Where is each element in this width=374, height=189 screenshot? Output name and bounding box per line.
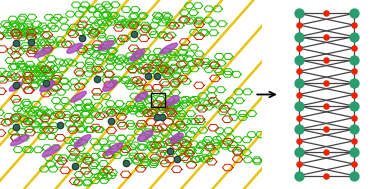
Point — [323, 128, 329, 131]
Point — [351, 139, 357, 142]
Point — [323, 105, 329, 108]
Point — [296, 58, 302, 61]
Ellipse shape — [138, 130, 153, 141]
Point — [296, 47, 302, 50]
Point — [296, 12, 302, 15]
Point — [296, 139, 302, 142]
Point — [351, 70, 357, 73]
Point — [296, 163, 302, 166]
Point — [296, 105, 302, 108]
Ellipse shape — [130, 49, 145, 61]
Point — [351, 116, 357, 119]
Bar — [150, 93, 165, 107]
Point — [323, 12, 329, 15]
Point — [351, 47, 357, 50]
Point — [351, 174, 357, 177]
Point — [351, 151, 357, 154]
Ellipse shape — [34, 47, 52, 58]
Point — [296, 35, 302, 38]
Point — [296, 151, 302, 154]
Point — [323, 174, 329, 177]
Point — [296, 93, 302, 96]
Point — [296, 70, 302, 73]
Ellipse shape — [160, 43, 178, 54]
Point — [296, 24, 302, 27]
Ellipse shape — [166, 96, 179, 106]
Point — [351, 81, 357, 84]
Point — [296, 174, 302, 177]
Ellipse shape — [105, 143, 122, 155]
Point — [296, 128, 302, 131]
Point — [323, 151, 329, 154]
Ellipse shape — [170, 133, 183, 143]
Ellipse shape — [42, 145, 60, 157]
Ellipse shape — [74, 135, 91, 147]
Point — [296, 81, 302, 84]
Point — [351, 93, 357, 96]
Point — [351, 24, 357, 27]
Ellipse shape — [10, 135, 29, 146]
Point — [351, 163, 357, 166]
Ellipse shape — [135, 92, 148, 101]
Point — [323, 58, 329, 61]
Point — [351, 128, 357, 131]
Point — [323, 81, 329, 84]
Ellipse shape — [9, 82, 22, 91]
Point — [351, 105, 357, 108]
Ellipse shape — [40, 81, 55, 92]
Point — [323, 35, 329, 38]
Ellipse shape — [67, 43, 82, 53]
Point — [351, 35, 357, 38]
Ellipse shape — [98, 40, 114, 50]
Point — [351, 58, 357, 61]
Point — [296, 116, 302, 119]
Point — [351, 12, 357, 15]
Ellipse shape — [103, 80, 117, 91]
Ellipse shape — [71, 91, 86, 102]
